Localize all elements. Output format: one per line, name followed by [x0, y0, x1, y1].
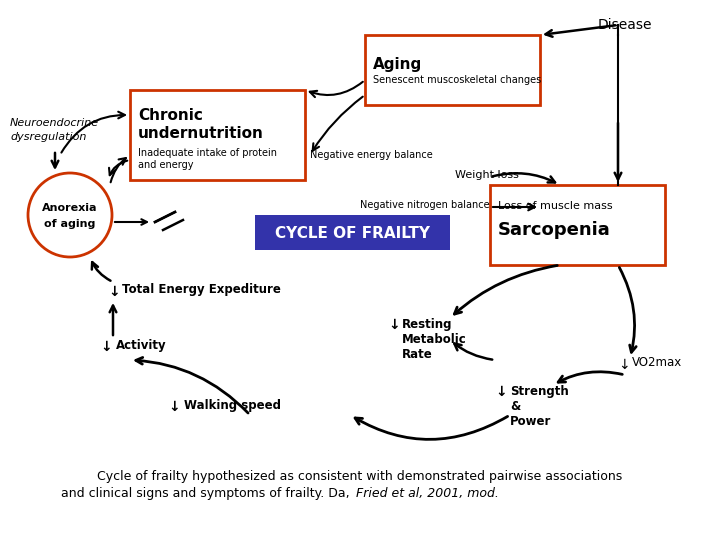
Text: Inadequate intake of protein: Inadequate intake of protein [138, 148, 277, 158]
Text: ↓: ↓ [495, 385, 507, 399]
Text: ↓: ↓ [388, 318, 400, 332]
Text: VO2max: VO2max [632, 355, 683, 368]
Text: Power: Power [510, 415, 552, 428]
Text: dysregulation: dysregulation [10, 132, 86, 142]
Bar [130, 90, 305, 180]
Text: Negative nitrogen balance: Negative nitrogen balance [360, 200, 490, 210]
Bar [490, 185, 665, 265]
Text: Negative energy balance: Negative energy balance [310, 150, 433, 160]
Text: and energy: and energy [138, 160, 194, 170]
Text: Anorexia: Anorexia [42, 203, 98, 213]
Text: Rate: Rate [402, 348, 433, 361]
Text: Metabolic: Metabolic [402, 333, 467, 346]
Text: of aging: of aging [45, 219, 96, 229]
Text: ↓: ↓ [168, 400, 179, 414]
Text: Total Energy Expediture: Total Energy Expediture [122, 284, 281, 296]
Text: ↓: ↓ [618, 358, 629, 372]
Text: Resting: Resting [402, 318, 452, 331]
Text: Chronic: Chronic [138, 108, 203, 123]
Text: undernutrition: undernutrition [138, 126, 264, 141]
Text: ↓: ↓ [100, 340, 112, 354]
Text: Loss of muscle mass: Loss of muscle mass [498, 201, 613, 211]
Bar [255, 215, 450, 250]
Text: Strength: Strength [510, 385, 569, 398]
Text: Aging: Aging [373, 57, 422, 72]
Text: Disease: Disease [598, 18, 652, 32]
Text: Walking speed: Walking speed [184, 399, 281, 411]
Text: &: & [510, 400, 521, 413]
Text: CYCLE OF FRAILTY: CYCLE OF FRAILTY [275, 226, 430, 241]
Text: Neuroendocrine: Neuroendocrine [10, 118, 99, 128]
Text: Senescent muscoskeletal changes: Senescent muscoskeletal changes [373, 75, 541, 85]
Text: ↓: ↓ [108, 285, 120, 299]
Circle shape [28, 173, 112, 257]
Text: Weight loss: Weight loss [455, 170, 519, 180]
Bar [365, 35, 540, 105]
Text: Activity: Activity [116, 339, 166, 352]
Text: Cycle of frailty hypothesized as consistent with demonstrated pairwise associati: Cycle of frailty hypothesized as consist… [97, 470, 623, 483]
Text: Fried et al, 2001, mod.: Fried et al, 2001, mod. [356, 487, 499, 500]
Text: Sarcopenia: Sarcopenia [498, 221, 611, 239]
Text: and clinical signs and symptoms of frailty. Da,: and clinical signs and symptoms of frail… [61, 487, 354, 500]
